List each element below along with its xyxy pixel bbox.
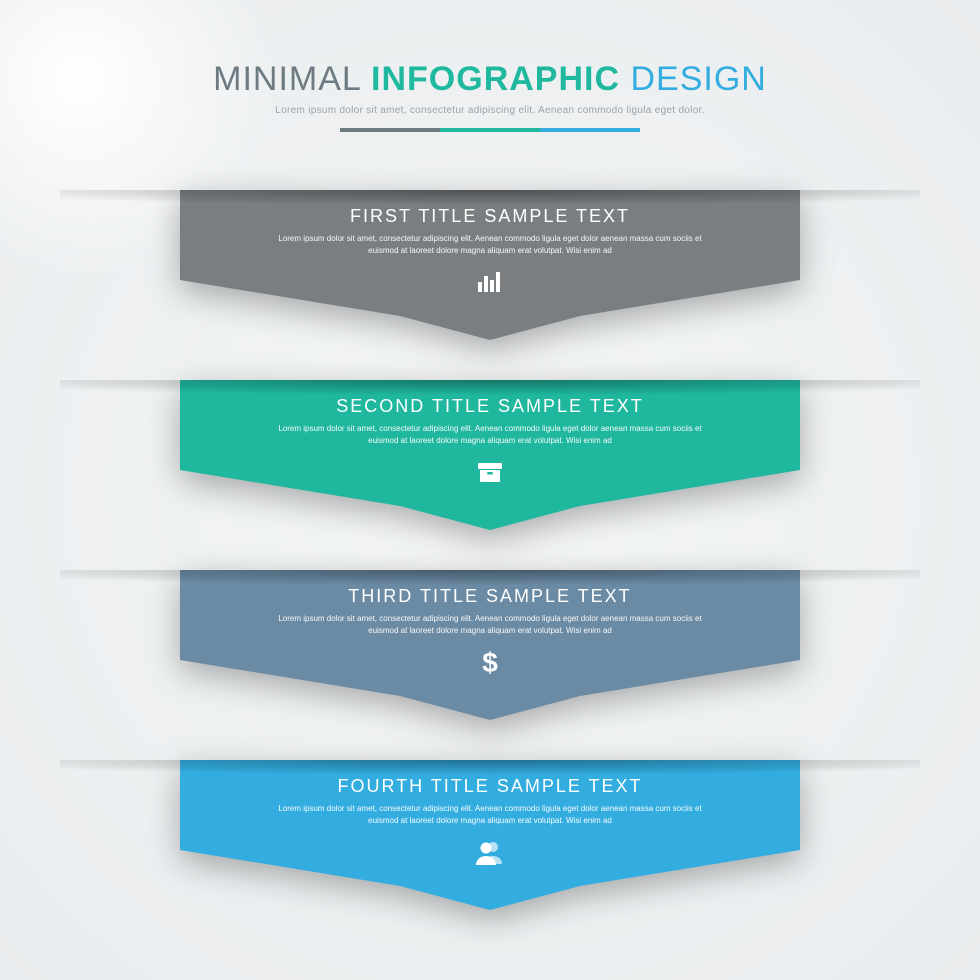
underline-segment	[340, 128, 440, 132]
banner-slot-third: THIRD TITLE SAMPLE TEXT Lorem ipsum dolo…	[0, 570, 980, 730]
banner-content: FIRST TITLE SAMPLE TEXT Lorem ipsum dolo…	[180, 206, 800, 303]
underline-segment	[440, 128, 540, 132]
banner-desc-third: Lorem ipsum dolor sit amet, consectetur …	[270, 613, 710, 636]
banner-second: SECOND TITLE SAMPLE TEXT Lorem ipsum dol…	[180, 380, 800, 530]
banner-title-third: THIRD TITLE SAMPLE TEXT	[250, 586, 730, 607]
banner-third: THIRD TITLE SAMPLE TEXT Lorem ipsum dolo…	[180, 570, 800, 720]
banner-content: THIRD TITLE SAMPLE TEXT Lorem ipsum dolo…	[180, 586, 800, 683]
subtitle: Lorem ipsum dolor sit amet, consectetur …	[0, 105, 980, 116]
title-part-1: MINIMAL	[213, 60, 360, 98]
users-icon	[475, 838, 505, 868]
dollar-icon	[475, 648, 505, 678]
banner-slot-second: SECOND TITLE SAMPLE TEXT Lorem ipsum dol…	[0, 380, 980, 540]
banner-fourth: FOURTH TITLE SAMPLE TEXT Lorem ipsum dol…	[180, 760, 800, 910]
banner-slot-fourth: FOURTH TITLE SAMPLE TEXT Lorem ipsum dol…	[0, 760, 980, 920]
title-part-2: INFOGRAPHIC	[371, 60, 620, 98]
banner-title-first: FIRST TITLE SAMPLE TEXT	[250, 206, 730, 227]
page: MINIMAL INFOGRAPHIC DESIGN Lorem ipsum d…	[0, 0, 980, 980]
banner-stack: FIRST TITLE SAMPLE TEXT Lorem ipsum dolo…	[0, 190, 980, 950]
banner-first: FIRST TITLE SAMPLE TEXT Lorem ipsum dolo…	[180, 190, 800, 340]
banner-desc-first: Lorem ipsum dolor sit amet, consectetur …	[270, 233, 710, 256]
banner-slot-first: FIRST TITLE SAMPLE TEXT Lorem ipsum dolo…	[0, 190, 980, 350]
archive-box-icon	[475, 458, 505, 488]
banner-title-second: SECOND TITLE SAMPLE TEXT	[250, 396, 730, 417]
banner-desc-fourth: Lorem ipsum dolor sit amet, consectetur …	[270, 803, 710, 826]
banner-title-fourth: FOURTH TITLE SAMPLE TEXT	[250, 776, 730, 797]
main-title: MINIMAL INFOGRAPHIC DESIGN	[0, 60, 980, 99]
banner-desc-second: Lorem ipsum dolor sit amet, consectetur …	[270, 423, 710, 446]
header: MINIMAL INFOGRAPHIC DESIGN Lorem ipsum d…	[0, 60, 980, 132]
bar-chart-icon	[475, 268, 505, 298]
banner-content: FOURTH TITLE SAMPLE TEXT Lorem ipsum dol…	[180, 776, 800, 873]
title-underline	[340, 128, 640, 132]
title-part-3: DESIGN	[630, 60, 766, 98]
underline-segment	[540, 128, 640, 132]
banner-content: SECOND TITLE SAMPLE TEXT Lorem ipsum dol…	[180, 396, 800, 493]
